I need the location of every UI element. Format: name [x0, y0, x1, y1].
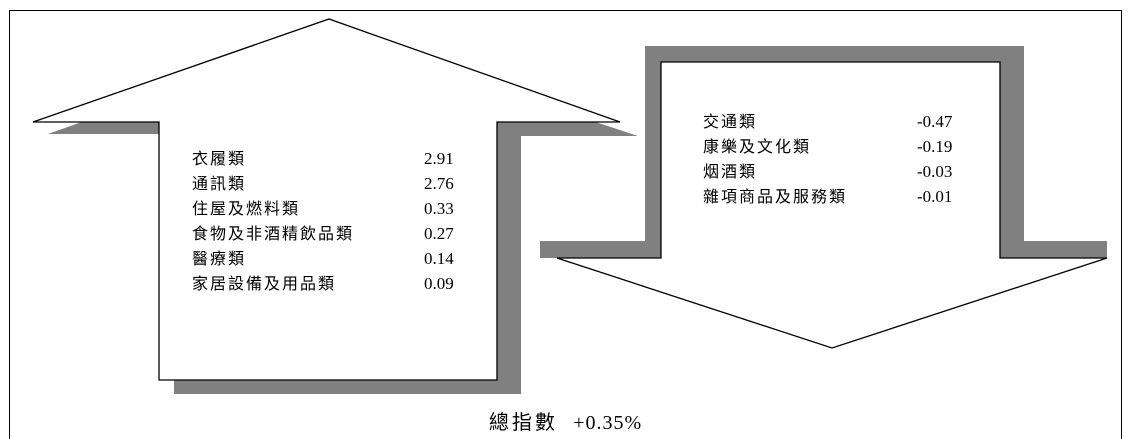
category-value: -0.03 [917, 162, 953, 181]
category-value: 2.91 [424, 149, 454, 168]
up-arrow [32, 18, 621, 381]
category-label: 烟酒類 [703, 162, 758, 181]
category-label: 雜項商品及服務類 [703, 187, 848, 206]
total-value: +0.35% [573, 412, 643, 434]
down-arrow [556, 61, 1108, 349]
category-value: -0.47 [917, 112, 953, 131]
category-value: -0.01 [917, 187, 953, 206]
category-label: 衣履類 [192, 149, 247, 168]
total-label: 總指數 [488, 410, 558, 434]
category-value: 0.33 [424, 199, 454, 218]
category-label: 家居設備及用品類 [192, 274, 337, 293]
category-label: 食物及非酒精飲品類 [192, 224, 355, 243]
category-value: 0.09 [424, 274, 454, 293]
total-index: 總指數 +0.35% [0, 406, 1131, 435]
category-label: 通訊類 [192, 174, 247, 193]
category-label: 康樂及文化類 [703, 137, 812, 156]
category-label: 醫療類 [192, 249, 247, 268]
category-value: 0.27 [424, 224, 454, 243]
category-label: 住屋及燃料類 [192, 199, 301, 218]
down-arrow-shadow [540, 46, 1107, 258]
category-value: 0.14 [424, 249, 454, 268]
category-value: -0.19 [917, 137, 953, 156]
category-label: 交通類 [703, 112, 758, 131]
category-value: 2.76 [424, 174, 454, 193]
diagram-frame [9, 10, 1122, 439]
